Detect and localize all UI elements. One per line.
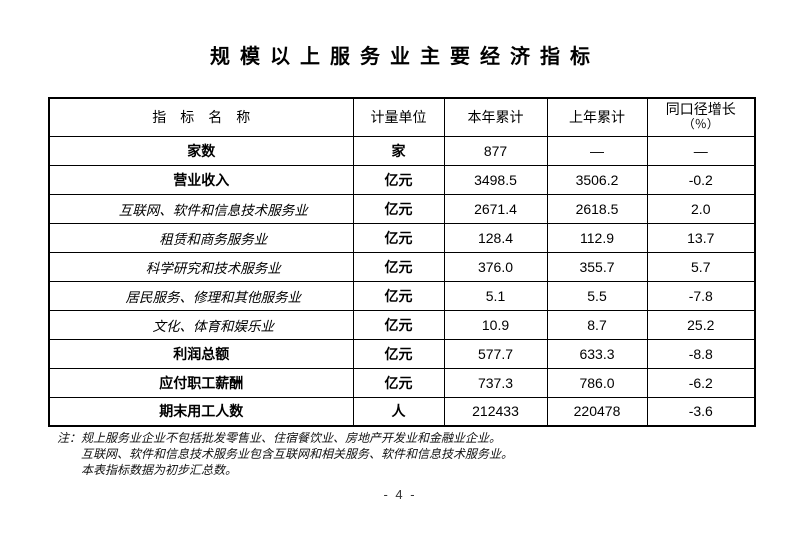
footnotes: 注： 规上服务业企业不包括批发零售业、住宿餐饮业、房地产开发业和金融业企业。 互… <box>57 430 513 478</box>
growth-value: -7.8 <box>646 280 756 311</box>
unit-value: 亿元 <box>352 251 445 282</box>
previous-year-value: 633.3 <box>546 338 648 369</box>
footnote-lines: 规上服务业企业不包括批发零售业、住宿餐饮业、房地产开发业和金融业企业。 互联网、… <box>81 430 513 478</box>
indicator-name: 租赁和商务服务业 <box>48 222 354 253</box>
indicators-table: 指 标 名 称 计量单位 本年累计 上年累计 同口径增长 （％） 家数 家 87… <box>48 97 756 427</box>
col-header-previous: 上年累计 <box>546 97 648 137</box>
table-row: 营业收入 亿元 3498.5 3506.2 -0.2 <box>48 164 756 195</box>
previous-year-value: 355.7 <box>546 251 648 282</box>
footnote-label: 注： <box>57 431 82 445</box>
unit-value: 亿元 <box>352 309 445 340</box>
growth-value: -3.6 <box>646 396 756 427</box>
growth-value: -8.8 <box>646 338 756 369</box>
col-header-indicator: 指 标 名 称 <box>48 97 354 137</box>
unit-value: 亿元 <box>352 164 445 195</box>
current-year-value: 877 <box>443 135 548 166</box>
unit-value: 亿元 <box>352 338 445 369</box>
table-row: 科学研究和技术服务业 亿元 376.0 355.7 5.7 <box>48 251 756 282</box>
previous-year-value: 786.0 <box>546 367 648 398</box>
table-row: 居民服务、修理和其他服务业 亿元 5.1 5.5 -7.8 <box>48 280 756 311</box>
indicator-name: 期末用工人数 <box>48 396 354 427</box>
current-year-value: 2671.4 <box>443 193 548 224</box>
previous-year-value: 2618.5 <box>546 193 648 224</box>
current-year-value: 10.9 <box>443 309 548 340</box>
unit-value: 亿元 <box>352 280 445 311</box>
unit-value: 亿元 <box>352 367 445 398</box>
col-header-growth-line2: （％） <box>682 117 719 132</box>
page-number: - 4 - <box>383 487 417 502</box>
current-year-value: 737.3 <box>443 367 548 398</box>
indicator-name: 科学研究和技术服务业 <box>48 251 354 282</box>
table-row: 互联网、软件和信息技术服务业 亿元 2671.4 2618.5 2.0 <box>48 193 756 224</box>
indicator-name: 文化、体育和娱乐业 <box>48 309 354 340</box>
current-year-value: 128.4 <box>443 222 548 253</box>
table-row: 文化、体育和娱乐业 亿元 10.9 8.7 25.2 <box>48 309 756 340</box>
unit-value: 亿元 <box>352 222 445 253</box>
col-header-unit: 计量单位 <box>352 97 445 137</box>
previous-year-value: 220478 <box>546 396 648 427</box>
previous-year-value: 3506.2 <box>546 164 648 195</box>
growth-value: 5.7 <box>646 251 756 282</box>
previous-year-value: — <box>546 135 648 166</box>
current-year-value: 212433 <box>443 396 548 427</box>
footnote-line: 本表指标数据为初步汇总数。 <box>81 463 238 477</box>
indicator-name: 营业收入 <box>48 164 354 195</box>
footnote-line: 互联网、软件和信息技术服务业包含互联网和相关服务、软件和信息技术服务业。 <box>81 447 514 461</box>
growth-value: 13.7 <box>646 222 756 253</box>
table-row: 应付职工薪酬 亿元 737.3 786.0 -6.2 <box>48 367 756 398</box>
growth-value: 2.0 <box>646 193 756 224</box>
previous-year-value: 112.9 <box>546 222 648 253</box>
page-title: 规模以上服务业主要经济指标 <box>210 46 600 68</box>
previous-year-value: 5.5 <box>546 280 648 311</box>
col-header-growth: 同口径增长 （％） <box>646 97 756 137</box>
current-year-value: 5.1 <box>443 280 548 311</box>
col-header-growth-line1: 同口径增长 <box>665 101 736 118</box>
unit-value: 人 <box>352 396 445 427</box>
previous-year-value: 8.7 <box>546 309 648 340</box>
growth-value: 25.2 <box>646 309 756 340</box>
current-year-value: 577.7 <box>443 338 548 369</box>
indicator-name: 利润总额 <box>48 338 354 369</box>
indicator-name: 互联网、软件和信息技术服务业 <box>48 193 354 224</box>
table-header-row: 指 标 名 称 计量单位 本年累计 上年累计 同口径增长 （％） <box>48 97 756 137</box>
col-header-current: 本年累计 <box>443 97 548 137</box>
current-year-value: 376.0 <box>443 251 548 282</box>
growth-value: -0.2 <box>646 164 756 195</box>
unit-value: 亿元 <box>352 193 445 224</box>
unit-value: 家 <box>352 135 445 166</box>
growth-value: -6.2 <box>646 367 756 398</box>
footnote-line: 规上服务业企业不包括批发零售业、住宿餐饮业、房地产开发业和金融业企业。 <box>81 431 502 445</box>
indicator-name: 居民服务、修理和其他服务业 <box>48 280 354 311</box>
table-row: 租赁和商务服务业 亿元 128.4 112.9 13.7 <box>48 222 756 253</box>
table-row: 利润总额 亿元 577.7 633.3 -8.8 <box>48 338 756 369</box>
table-row: 期末用工人数 人 212433 220478 -3.6 <box>48 396 756 427</box>
indicator-name: 家数 <box>48 135 354 166</box>
indicator-name: 应付职工薪酬 <box>48 367 354 398</box>
growth-value: — <box>646 135 756 166</box>
current-year-value: 3498.5 <box>443 164 548 195</box>
table-row: 家数 家 877 — — <box>48 135 756 166</box>
